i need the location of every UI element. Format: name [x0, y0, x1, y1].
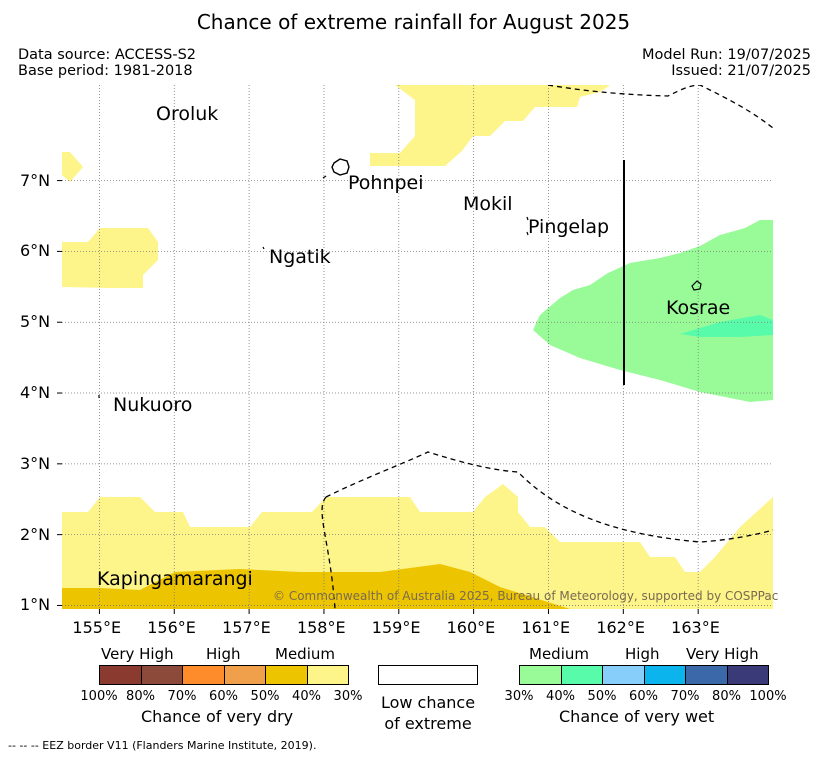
base-period-text: Base period: 1981-2018: [18, 63, 193, 79]
wet-very-high-header: Very High: [686, 645, 759, 663]
dry-legend-tick-label: 80%: [126, 689, 155, 704]
y-tick-label: 2°N: [20, 524, 51, 544]
model-run-text: Model Run: 19/07/2025: [641, 47, 811, 63]
dry-medium-region-west-upper: [62, 152, 83, 182]
y-tick-label: 7°N: [20, 170, 51, 190]
dry-high-header: High: [206, 645, 241, 663]
x-tick-label: 161°E: [521, 618, 571, 637]
neutral-caption-line2: of extreme: [384, 714, 472, 733]
dry-medium-region-north: [370, 85, 610, 166]
wet-legend-swatch: [726, 665, 769, 685]
dry-very-high-header: Very High: [101, 645, 174, 663]
y-tick-label: 5°N: [20, 312, 51, 332]
wet-legend-swatch: [602, 665, 645, 685]
wet-legend-swatch: [519, 665, 562, 685]
wet-high-region-east: [680, 315, 773, 337]
wet-legend-swatch: [685, 665, 728, 685]
wet-legend-tick-label: 50%: [587, 689, 617, 704]
label-ngatik: Ngatik: [269, 246, 331, 268]
wet-legend-swatch: [643, 665, 686, 685]
x-tick-label: 163°E: [671, 618, 720, 637]
dry-legend-swatch: [306, 665, 349, 685]
x-tick-label: 158°E: [296, 618, 346, 637]
data-source-text: Data source: ACCESS-S2: [18, 47, 197, 63]
dry-legend-tick-label: 70%: [167, 689, 197, 704]
x-tick-label: 159°E: [371, 618, 421, 637]
y-tick-label: 4°N: [20, 383, 51, 403]
wet-legend-tick-label: 70%: [670, 689, 700, 704]
dry-caption: Chance of very dry: [141, 707, 294, 726]
copyright-text: © Commonwealth of Australia 2025, Bureau…: [273, 589, 779, 603]
x-tick-label: 162°E: [596, 618, 645, 637]
dry-legend-tick-label: 50%: [250, 689, 280, 704]
eez-footnote: -- -- -- EEZ border V11 (Flanders Marine…: [8, 739, 317, 752]
pingelap-atoll-mark: [526, 231, 529, 236]
dry-legend-tick-label: 100%: [80, 689, 118, 704]
dry-medium-header: Medium: [275, 645, 335, 663]
dry-medium-region-west: [62, 228, 158, 288]
label-oroluk: Oroluk: [156, 103, 219, 125]
wet-legend-swatch: [560, 665, 603, 685]
wet-legend-tick-label: 100%: [749, 689, 787, 704]
neutral-swatch: [378, 665, 478, 685]
eez-border-south: [325, 451, 773, 543]
dry-legend-swatch: [182, 665, 225, 685]
y-tick-label: 3°N: [20, 453, 51, 473]
y-tick-label: 6°N: [20, 241, 51, 261]
y-tick-label: 1°N: [20, 595, 51, 615]
x-tick-label: 155°E: [72, 618, 122, 637]
x-tick-label: 160°E: [446, 618, 496, 637]
pohnpei-islet: [322, 175, 327, 179]
kosrae-island-shape: [691, 280, 702, 291]
wet-caption: Chance of very wet: [559, 707, 715, 726]
chart-title: Chance of extreme rainfall for August 20…: [196, 10, 631, 34]
pohnpei-island-shape: [331, 158, 350, 176]
dry-high-region-south: [62, 564, 570, 609]
label-pohnpei: Pohnpei: [348, 172, 424, 194]
issued-text: Issued: 21/07/2025: [671, 63, 811, 79]
wet-high-header: High: [625, 645, 660, 663]
x-tick-label: 156°E: [147, 618, 196, 637]
wet-legend-tick-label: 40%: [546, 689, 575, 704]
label-mokil: Mokil: [463, 193, 513, 215]
wet-legend-tick-label: 80%: [712, 689, 741, 704]
eez-border-north: [547, 85, 773, 129]
eez-border-southwest: [321, 496, 336, 609]
mokil-atoll-mark: [526, 216, 529, 221]
label-kosrae: Kosrae: [666, 297, 731, 319]
wet-medium-header: Medium: [529, 645, 589, 663]
dry-legend-tick-label: 30%: [333, 689, 363, 704]
ngatik-atoll-mark: [262, 246, 265, 250]
dry-legend-swatch: [140, 665, 183, 685]
wet-legend-tick-label: 30%: [504, 689, 534, 704]
wet-medium-region-east: [533, 220, 773, 402]
dry-legend-tick-label: 60%: [209, 689, 238, 704]
x-tick-label: 157°E: [222, 618, 271, 637]
label-nukuoro: Nukuoro: [113, 394, 193, 416]
dry-legend-swatch: [99, 665, 142, 685]
dry-legend-tick-label: 40%: [292, 689, 321, 704]
dry-legend-swatch: [265, 665, 308, 685]
dry-legend-swatch: [223, 665, 266, 685]
label-pingelap: Pingelap: [528, 216, 610, 238]
label-kapingamarangi: Kapingamarangi: [97, 568, 253, 590]
neutral-caption-line1: Low chance: [380, 693, 476, 712]
wet-legend-tick-label: 60%: [629, 689, 658, 704]
